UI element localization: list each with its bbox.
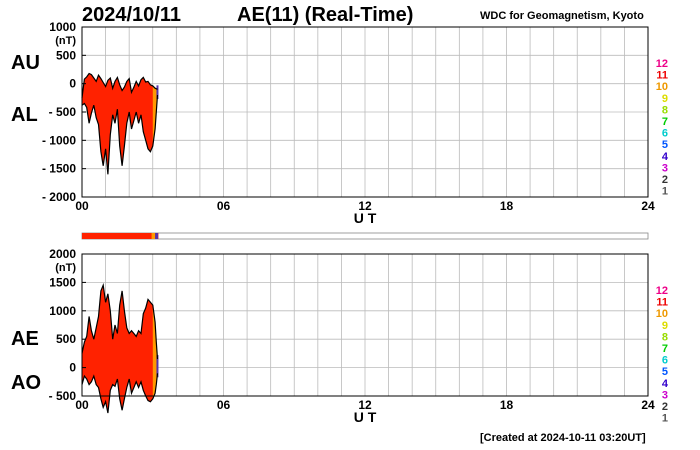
y-tick-label: - 1000 [42, 133, 76, 147]
legend-hour-4: 4 [662, 151, 669, 163]
x-tick-label: 06 [217, 398, 231, 412]
legend-hour-12: 12 [656, 285, 668, 297]
ae-line [81, 282, 159, 360]
created-timestamp: [Created at 2024-10-11 03:20UT] [480, 432, 646, 444]
legend-hour-10: 10 [656, 308, 668, 320]
y-tick-label: 1500 [49, 275, 76, 289]
legend-hour-4: 4 [662, 378, 669, 390]
y-tick-label: 500 [56, 48, 76, 62]
x-tick-label: 24 [641, 199, 655, 213]
y-tick-label: 1000 [49, 304, 76, 318]
legend-hour-8: 8 [662, 331, 668, 343]
legend-hour-7: 7 [662, 116, 668, 128]
legend-hour-10: 10 [656, 81, 668, 93]
legend-hour-12: 12 [656, 58, 668, 70]
legend-hour-5: 5 [662, 366, 668, 378]
y-tick-label: 2000 [49, 247, 76, 261]
y-tick-label: 1000 [49, 20, 76, 34]
legend-hour-8: 8 [662, 104, 668, 116]
x-tick-label: 12 [358, 398, 372, 412]
x-axis-label: U T [354, 210, 377, 226]
legend-hour-6: 6 [662, 128, 668, 140]
au-line [81, 72, 158, 98]
legend-hour-6: 6 [662, 355, 668, 367]
chart-date: 2024/10/11 [82, 4, 181, 26]
x-tick-label: 06 [217, 199, 231, 213]
y-unit-label: (nT) [55, 262, 76, 274]
progress-bar-fill [82, 233, 159, 239]
legend-hour-3: 3 [662, 162, 668, 174]
legend-hour-11: 11 [656, 297, 668, 309]
y-tick-label: - 500 [49, 389, 77, 403]
data-source: WDC for Geomagnetism, Kyoto [480, 10, 644, 22]
x-tick-label: 24 [641, 398, 655, 412]
y-tick-label: 0 [69, 77, 76, 91]
x-axis-label: U T [354, 409, 377, 425]
y-tick-label: 0 [69, 361, 76, 375]
ae-ao-area [82, 285, 158, 413]
x-tick-label: 00 [75, 199, 89, 213]
legend-hour-3: 3 [662, 389, 668, 401]
legend-hour-1: 1 [662, 413, 668, 425]
plot-frame [81, 253, 649, 397]
y-tick-label: - 500 [49, 105, 77, 119]
au-label: AU [11, 52, 40, 74]
y-unit-label: (nT) [55, 35, 76, 47]
progress-bar-marker [155, 233, 159, 239]
x-tick-label: 00 [75, 398, 89, 412]
x-tick-label: 18 [500, 398, 514, 412]
y-tick-label: - 2000 [42, 190, 76, 204]
legend-hour-2: 2 [662, 174, 668, 186]
legend-hour-9: 9 [662, 320, 668, 332]
x-tick-label: 18 [500, 199, 514, 213]
ao-label: AO [11, 372, 41, 394]
legend-hour-1: 1 [662, 186, 668, 198]
legend-hour-9: 9 [662, 93, 668, 105]
latest-segment-area [152, 85, 158, 146]
progress-bar-track [81, 232, 649, 240]
legend-hour-5: 5 [662, 139, 668, 151]
x-tick-label: 12 [358, 199, 372, 213]
al-line [81, 94, 159, 175]
progress-bar-latest [151, 233, 156, 239]
legend-hour-7: 7 [662, 343, 668, 355]
au-al-area [82, 73, 158, 175]
latest-segment-area [152, 305, 158, 399]
legend-hour-11: 11 [656, 70, 668, 82]
y-tick-label: 500 [56, 332, 76, 346]
al-label: AL [11, 104, 38, 126]
ao-line [81, 373, 159, 414]
chart-title: AE(11) (Real-Time) [237, 4, 414, 26]
y-tick-label: - 1500 [42, 162, 76, 176]
ae-label: AE [11, 328, 39, 350]
legend-hour-2: 2 [662, 401, 668, 413]
